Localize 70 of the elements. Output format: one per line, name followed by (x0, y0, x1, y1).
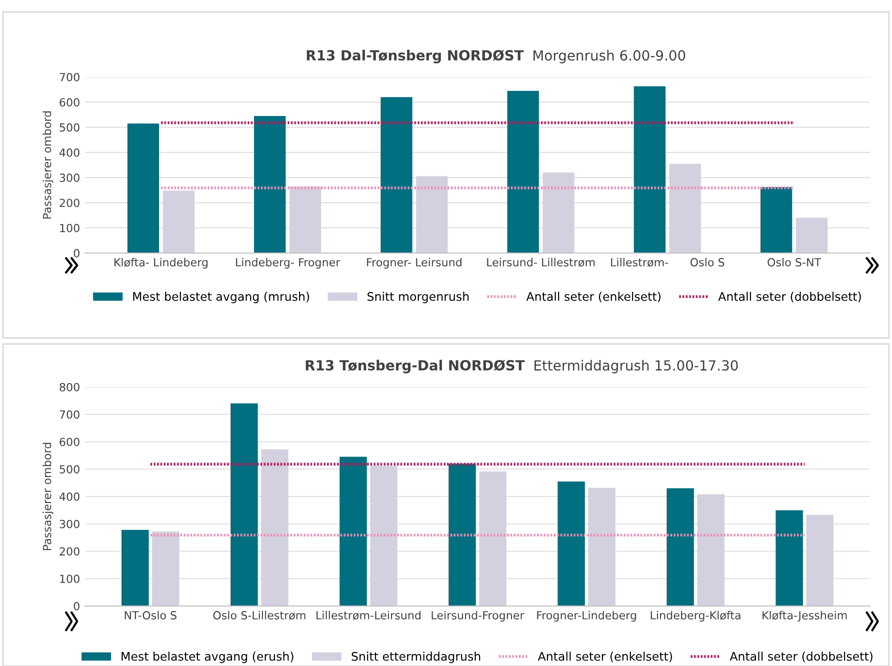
legend-label: Mest belastet avgang (erush) (122, 652, 294, 664)
y-tick-label: 600 (60, 438, 80, 446)
bar (448, 464, 476, 606)
chart-title: R13 Tønsberg-Dal NORDØST (306, 360, 525, 374)
bar (806, 514, 834, 606)
legend-label: Antall seter (dobbelsett) (718, 292, 861, 302)
y-tick-label: 100 (60, 574, 80, 584)
bar (416, 176, 448, 253)
legend-label: Mest belastet avgang (mrush) (133, 292, 310, 304)
legend-label: Snitt ettermiddagrush (352, 652, 480, 664)
bar (230, 403, 258, 606)
bar (634, 86, 666, 253)
y-tick-label: 400 (59, 492, 80, 501)
x-tick-label: Kløfta-Jessheim (762, 610, 847, 622)
x-tick-label: Frogner- Leirsund (367, 258, 462, 269)
legend-label: Snitt morgenrush (368, 292, 469, 304)
chart-subtitle: Ettermiddagrush 15.00-17.30 (534, 360, 738, 374)
legend-label: Antall seter (dobbelsett) (730, 652, 872, 662)
bar (340, 456, 367, 606)
y-tick-label: 500 (60, 123, 80, 132)
bar (760, 187, 792, 253)
bar (776, 510, 803, 606)
bar (261, 449, 288, 606)
bar (380, 97, 412, 253)
y-axis-title: Passasjerer ombord (42, 111, 54, 219)
legend-label: Antall seter (enkelsett) (526, 292, 660, 302)
bar (289, 186, 322, 253)
bar (127, 124, 160, 253)
x-tick-label: Frogner-Lindeberg (537, 610, 636, 622)
x-tick-label: Kløfta- Lindeberg (114, 258, 208, 269)
bar (162, 190, 195, 253)
y-tick-label: 500 (60, 465, 80, 474)
y-tick-label: 800 (60, 382, 80, 392)
bar (479, 471, 506, 606)
bar (507, 90, 539, 253)
bar (669, 164, 701, 253)
y-tick-label: 0 (74, 248, 80, 258)
x-tick-label: Oslo S-Lillestrøm (213, 610, 306, 620)
bar (122, 530, 149, 606)
chart-subtitle: Morgenrush 6.00-9.00 (534, 50, 686, 64)
bar (697, 494, 724, 606)
bar (588, 488, 616, 606)
y-tick-label: 700 (60, 410, 80, 419)
bar (558, 481, 585, 606)
y-tick-label: 600 (60, 98, 80, 107)
y-tick-label: 0 (74, 602, 80, 610)
y-tick-label: 300 (60, 520, 80, 528)
y-tick-label: 400 (59, 148, 80, 157)
y-tick-label: 700 (60, 72, 80, 82)
x-tick-label: Leirsund- Lillestrøm (487, 258, 595, 267)
x-tick-label: Oslo S-NT (768, 258, 822, 266)
x-tick-label: Lindeberg- Frogner (236, 258, 340, 269)
bar (796, 218, 828, 253)
legend-label: Antall seter (enkelsett) (538, 652, 672, 662)
bar (370, 466, 398, 606)
y-tick-label: 300 (60, 174, 80, 182)
x-tick-label: Lindeberg-Kløfta (650, 610, 740, 622)
bar (254, 116, 286, 253)
x-tick-label: Leirsund-Frogner (432, 610, 524, 622)
bar (152, 532, 180, 606)
x-tick-label: Lillestrøm- Oslo S (611, 258, 724, 267)
y-tick-label: 200 (60, 198, 80, 208)
x-tick-label: NT-Oslo S (124, 610, 176, 620)
x-tick-label: Lillestrøm-Leirsund (316, 610, 420, 620)
y-axis-title: Passasjerer ombord (42, 442, 54, 550)
chart-title: R13 Dal-Tønsberg NORDØST (306, 50, 524, 64)
bar (666, 488, 694, 606)
y-tick-label: 100 (60, 224, 80, 232)
bar (542, 172, 574, 253)
y-tick-label: 200 (60, 547, 80, 556)
